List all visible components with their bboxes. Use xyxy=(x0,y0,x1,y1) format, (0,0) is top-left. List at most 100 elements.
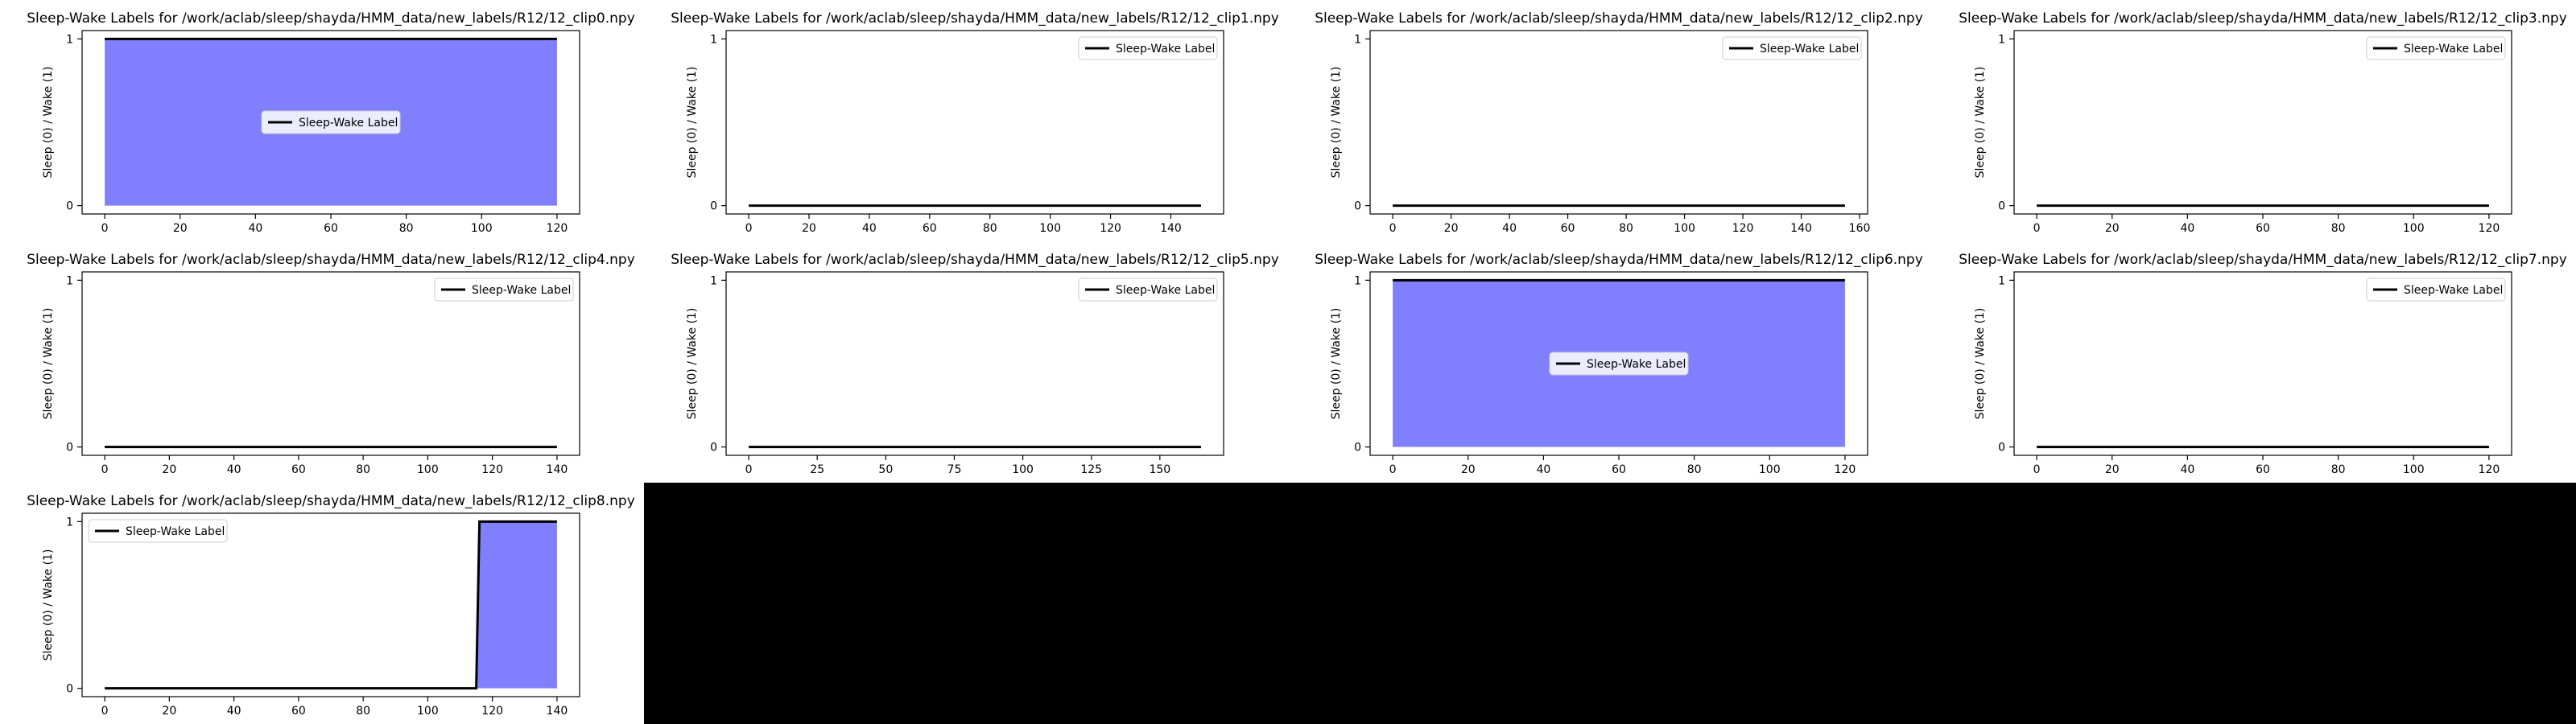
subplot-1: Sleep-Wake Labels for /work/aclab/sleep/… xyxy=(671,10,1279,235)
x-tick-label: 80 xyxy=(1619,222,1633,235)
x-tick-label: 20 xyxy=(162,463,176,476)
x-tick-label: 120 xyxy=(1835,463,1856,476)
y-tick-label: 0 xyxy=(1998,442,2005,455)
plot-frame xyxy=(81,271,580,456)
chart-title: Sleep-Wake Labels for /work/aclab/sleep/… xyxy=(671,252,1279,268)
y-tick-label: 0 xyxy=(1354,200,1361,213)
x-tick-label: 100 xyxy=(1039,222,1061,235)
x-tick-label: 80 xyxy=(356,463,370,476)
x-tick-label: 120 xyxy=(1100,222,1121,235)
x-tick-label: 100 xyxy=(417,705,439,718)
subplot-0: Sleep-Wake Labels for /work/aclab/sleep/… xyxy=(27,10,635,235)
legend-label: Sleep-Wake Label xyxy=(472,284,571,297)
x-tick-label: 20 xyxy=(2105,222,2120,235)
x-tick-label: 80 xyxy=(1687,463,1702,476)
subplot-4: Sleep-Wake Labels for /work/aclab/sleep/… xyxy=(27,252,635,476)
y-tick-label: 1 xyxy=(710,33,717,46)
x-tick-label: 60 xyxy=(923,222,937,235)
y-axis-label: Sleep (0) / Wake (1) xyxy=(42,67,55,179)
plot-frame xyxy=(725,30,1224,215)
legend: Sleep-Wake Label xyxy=(434,278,574,302)
legend-box xyxy=(1549,352,1689,376)
x-tick-label: 80 xyxy=(399,222,414,235)
legend-box xyxy=(2366,36,2506,60)
x-tick-label: 100 xyxy=(1012,463,1034,476)
x-tick-label: 40 xyxy=(227,705,242,718)
x-tick-label: 120 xyxy=(481,463,503,476)
x-tick-label: 100 xyxy=(471,222,493,235)
y-tick-label: 1 xyxy=(710,274,717,287)
legend: Sleep-Wake Label xyxy=(2366,36,2506,60)
x-tick-label: 0 xyxy=(101,705,109,718)
x-tick-label: 80 xyxy=(2331,463,2346,476)
x-tick-label: 40 xyxy=(2180,463,2194,476)
x-tick-label: 20 xyxy=(162,705,176,718)
y-tick-label: 0 xyxy=(710,442,717,455)
x-tick-label: 20 xyxy=(173,222,188,235)
y-tick-label: 0 xyxy=(1998,200,2005,213)
x-tick-label: 60 xyxy=(324,222,338,235)
x-tick-label: 100 xyxy=(2403,222,2425,235)
y-tick-label: 1 xyxy=(1998,274,2005,287)
x-tick-label: 50 xyxy=(878,463,893,476)
x-tick-label: 20 xyxy=(1461,463,1476,476)
x-tick-label: 40 xyxy=(1536,463,1550,476)
legend-label: Sleep-Wake Label xyxy=(2404,43,2503,56)
legend: Sleep-Wake Label xyxy=(88,519,228,543)
subplot-3: Sleep-Wake Labels for /work/aclab/sleep/… xyxy=(1959,10,2567,235)
x-tick-label: 20 xyxy=(802,222,816,235)
x-tick-label: 0 xyxy=(101,463,109,476)
x-tick-label: 75 xyxy=(947,463,962,476)
chart-title: Sleep-Wake Labels for /work/aclab/sleep/… xyxy=(1959,252,2567,268)
legend-box xyxy=(1722,36,1862,60)
plot-frame xyxy=(81,512,580,697)
legend-box xyxy=(434,278,574,302)
x-tick-label: 100 xyxy=(1674,222,1695,235)
subplot-7: Sleep-Wake Labels for /work/aclab/sleep/… xyxy=(1959,252,2567,476)
legend-label: Sleep-Wake Label xyxy=(299,117,398,130)
x-tick-label: 0 xyxy=(745,463,753,476)
y-tick-label: 0 xyxy=(710,200,717,213)
x-tick-label: 0 xyxy=(2033,222,2041,235)
legend: Sleep-Wake Label xyxy=(1722,36,1862,60)
x-tick-label: 40 xyxy=(1502,222,1517,235)
x-tick-label: 140 xyxy=(547,463,568,476)
x-tick-label: 100 xyxy=(2403,463,2425,476)
y-axis-label: Sleep (0) / Wake (1) xyxy=(1330,308,1343,420)
x-tick-label: 40 xyxy=(2180,222,2194,235)
chart-title: Sleep-Wake Labels for /work/aclab/sleep/… xyxy=(27,252,635,268)
legend: Sleep-Wake Label xyxy=(261,110,401,134)
y-tick-label: 0 xyxy=(66,200,73,213)
legend-label: Sleep-Wake Label xyxy=(1760,43,1859,56)
x-tick-label: 60 xyxy=(291,463,306,476)
x-tick-label: 0 xyxy=(2033,463,2041,476)
x-tick-label: 140 xyxy=(547,705,568,718)
y-axis-label: Sleep (0) / Wake (1) xyxy=(42,308,55,420)
subplot-8: Sleep-Wake Labels for /work/aclab/sleep/… xyxy=(27,493,635,718)
y-tick-label: 0 xyxy=(66,442,73,455)
x-tick-label: 20 xyxy=(1444,222,1459,235)
legend-box xyxy=(2366,278,2506,302)
legend: Sleep-Wake Label xyxy=(1078,278,1218,302)
series-line-sleep-wake-label xyxy=(105,520,557,690)
wake-fill-area xyxy=(105,521,557,689)
subplot-5: Sleep-Wake Labels for /work/aclab/sleep/… xyxy=(671,252,1279,476)
chart-title: Sleep-Wake Labels for /work/aclab/sleep/… xyxy=(671,10,1279,27)
y-tick-label: 0 xyxy=(66,683,73,696)
x-tick-label: 0 xyxy=(1389,222,1397,235)
y-tick-label: 1 xyxy=(66,33,73,46)
x-tick-label: 120 xyxy=(2479,222,2500,235)
y-tick-label: 1 xyxy=(66,274,73,287)
x-tick-label: 40 xyxy=(862,222,877,235)
chart-title: Sleep-Wake Labels for /work/aclab/sleep/… xyxy=(27,493,635,509)
legend-box xyxy=(261,110,401,134)
legend: Sleep-Wake Label xyxy=(2366,278,2506,302)
x-tick-label: 40 xyxy=(248,222,262,235)
legend: Sleep-Wake Label xyxy=(1549,352,1689,376)
x-tick-label: 0 xyxy=(745,222,753,235)
legend-box xyxy=(1078,36,1218,60)
x-tick-label: 100 xyxy=(1759,463,1781,476)
x-tick-label: 80 xyxy=(983,222,997,235)
x-tick-label: 120 xyxy=(547,222,568,235)
